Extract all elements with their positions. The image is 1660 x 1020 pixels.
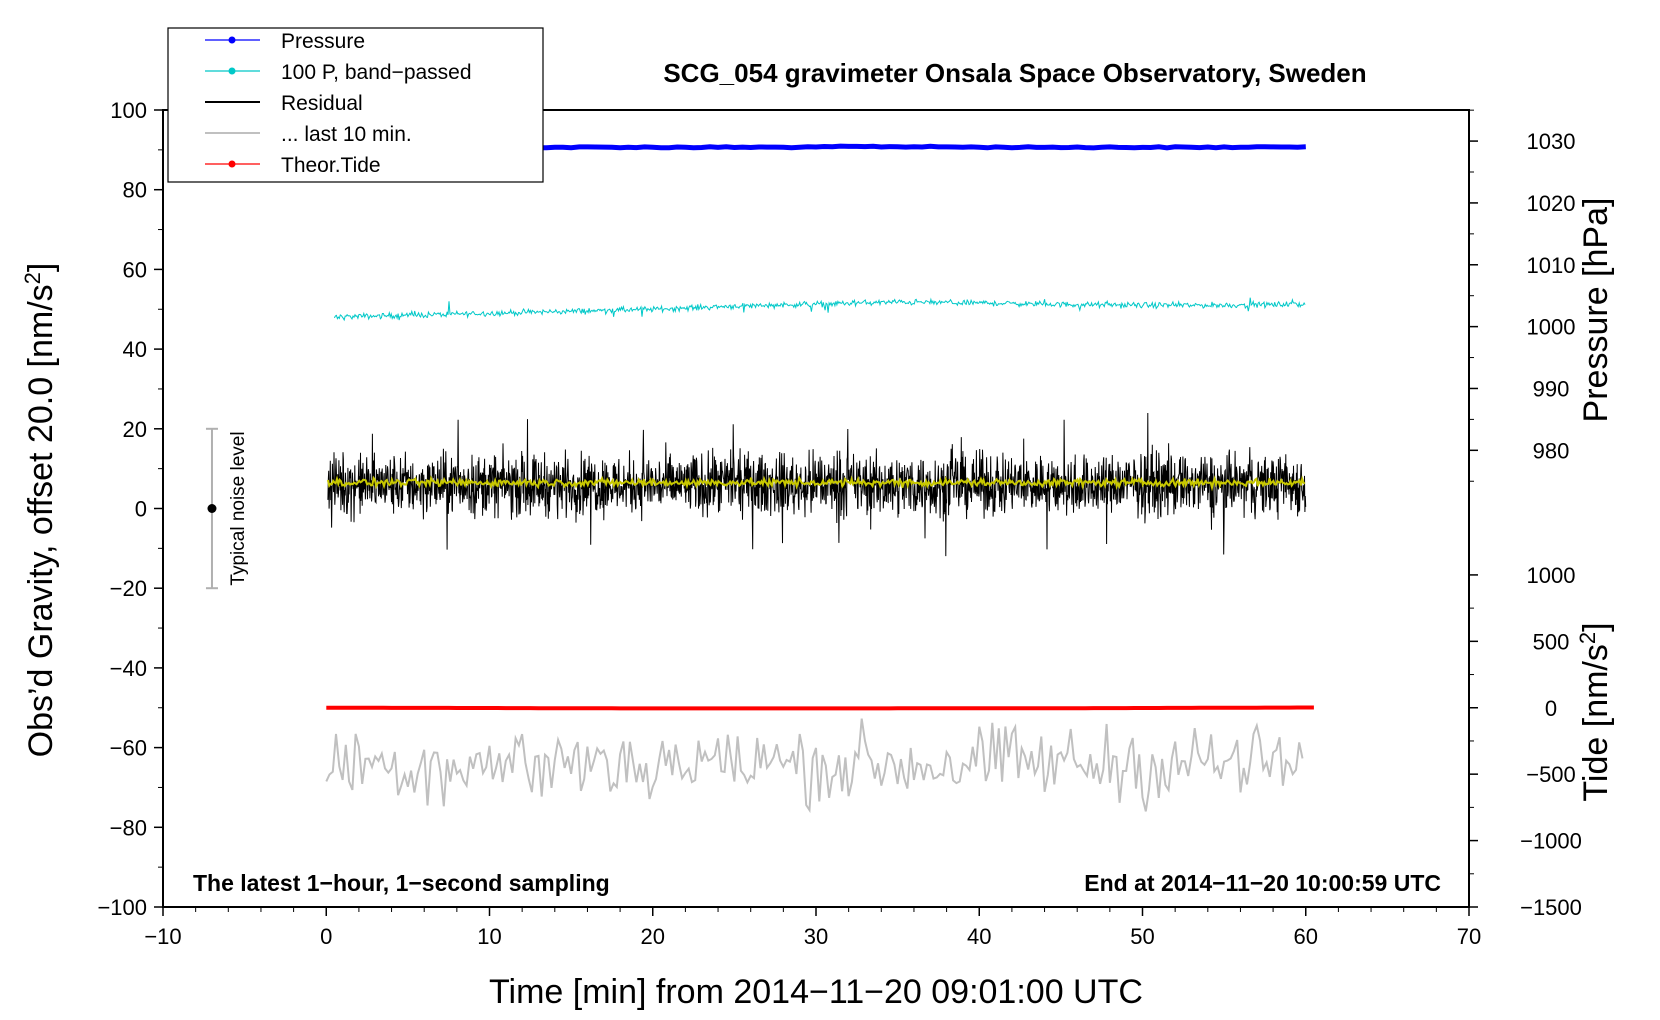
tide-tick-label: −1000 bbox=[1520, 829, 1582, 854]
legend-label-tide: Theor.Tide bbox=[281, 154, 381, 177]
y-axis-tide: −1500 −1000 −500 0 500 1000 bbox=[1469, 563, 1582, 920]
pressure-tick-label: 1000 bbox=[1527, 315, 1576, 340]
pressure-tick-label: 980 bbox=[1533, 438, 1570, 463]
y-tick-label: −40 bbox=[110, 656, 147, 681]
y-tick-label: −20 bbox=[110, 576, 147, 601]
y-axis-title-gravity-main: Obs’d Gravity, offset 20.0 [nm/s bbox=[22, 284, 60, 757]
legend-marker-tide bbox=[228, 160, 236, 168]
y-tick-label: 80 bbox=[123, 178, 147, 203]
y-axis-pressure: 980 990 1000 1010 1020 1030 bbox=[1469, 109, 1576, 482]
y-tick-label: 100 bbox=[110, 98, 147, 123]
noise-level-label: Typical noise level bbox=[228, 431, 249, 585]
series-line-residual-smoothed bbox=[326, 475, 1306, 492]
legend-label-bandpassed: 100 P, band−passed bbox=[281, 61, 472, 84]
y-axis-title-pressure: Pressure [hPa] bbox=[1577, 198, 1615, 423]
y-tick-label: 60 bbox=[123, 257, 147, 282]
x-tick-label: 30 bbox=[804, 924, 828, 949]
legend-entry-tide: Theor.Tide bbox=[205, 154, 381, 177]
tide-tick-label: 1000 bbox=[1527, 563, 1576, 588]
y-tick-label: 20 bbox=[123, 417, 147, 442]
y-axis-title-gravity-sup: 2 bbox=[20, 272, 45, 284]
pressure-tick-label: 1030 bbox=[1527, 129, 1576, 154]
x-tick-label: 40 bbox=[967, 924, 991, 949]
chart-title: SCG_054 gravimeter Onsala Space Observat… bbox=[663, 58, 1366, 88]
y-tick-label: −100 bbox=[97, 895, 147, 920]
x-axis-title: Time [min] from 2014−11−20 09:01:00 UTC bbox=[489, 973, 1143, 1011]
x-tick-label: 0 bbox=[320, 924, 332, 949]
pressure-tick-label: 990 bbox=[1533, 376, 1570, 401]
y-axis-title-gravity-end: ] bbox=[22, 263, 60, 272]
legend-label-residual: Residual bbox=[281, 92, 363, 115]
y-axis-title-tide-main: Tide [nm/s bbox=[1577, 644, 1615, 801]
noise-level-bar: Typical noise level bbox=[205, 427, 249, 590]
y-tick-label: −60 bbox=[110, 736, 147, 761]
y-axis-gravity: −100 −80 −60 −40 −20 0 20 40 60 80 100 bbox=[97, 98, 163, 920]
legend-label-pressure: Pressure bbox=[281, 30, 365, 53]
legend-label-last10: ... last 10 min. bbox=[281, 123, 412, 146]
legend-entry-last10: ... last 10 min. bbox=[205, 123, 412, 146]
x-tick-label: 20 bbox=[641, 924, 665, 949]
series-line-tide bbox=[326, 705, 1314, 711]
legend-entry-pressure: Pressure bbox=[205, 30, 365, 53]
tide-tick-label: 500 bbox=[1533, 629, 1570, 654]
series-line-last10 bbox=[325, 718, 1304, 814]
x-tick-label: 50 bbox=[1130, 924, 1154, 949]
legend: Pressure 100 P, band−passed Residual ...… bbox=[167, 27, 544, 183]
y-tick-label: 40 bbox=[123, 337, 147, 362]
annotation-sampling: The latest 1−hour, 1−second sampling bbox=[193, 870, 610, 896]
annotation-end-time: End at 2014−11−20 10:00:59 UTC bbox=[1084, 870, 1441, 896]
x-tick-label: 10 bbox=[477, 924, 501, 949]
y-axis-title-tide: Tide [nm/s2] bbox=[1575, 622, 1615, 801]
legend-marker-pressure bbox=[228, 36, 236, 44]
pressure-tick-label: 1020 bbox=[1527, 191, 1576, 216]
x-tick-label: 60 bbox=[1294, 924, 1318, 949]
legend-box bbox=[167, 27, 544, 183]
x-tick-label: 70 bbox=[1457, 924, 1481, 949]
legend-marker-bandpassed bbox=[228, 67, 236, 75]
pressure-tick-label: 1010 bbox=[1527, 253, 1576, 278]
noise-bar-dot bbox=[207, 504, 217, 513]
y-axis-title-tide-sup: 2 bbox=[1575, 632, 1600, 644]
series-line-residual bbox=[327, 412, 1307, 557]
y-axis-title-tide-end: ] bbox=[1577, 622, 1615, 631]
y-tick-label: −80 bbox=[110, 815, 147, 840]
y-tick-label: 0 bbox=[135, 497, 147, 522]
x-tick-label: −10 bbox=[144, 924, 181, 949]
series-line-bandpassed bbox=[333, 297, 1306, 322]
tide-tick-label: −500 bbox=[1526, 762, 1576, 787]
legend-entry-residual: Residual bbox=[205, 92, 363, 115]
tide-tick-label: 0 bbox=[1545, 696, 1557, 721]
legend-entry-bandpassed: 100 P, band−passed bbox=[205, 61, 472, 84]
tide-tick-label: −1500 bbox=[1520, 895, 1582, 920]
x-axis: −10 0 10 20 30 40 50 60 70 bbox=[144, 907, 1481, 949]
y-axis-title-gravity: Obs’d Gravity, offset 20.0 [nm/s2] bbox=[20, 263, 60, 758]
